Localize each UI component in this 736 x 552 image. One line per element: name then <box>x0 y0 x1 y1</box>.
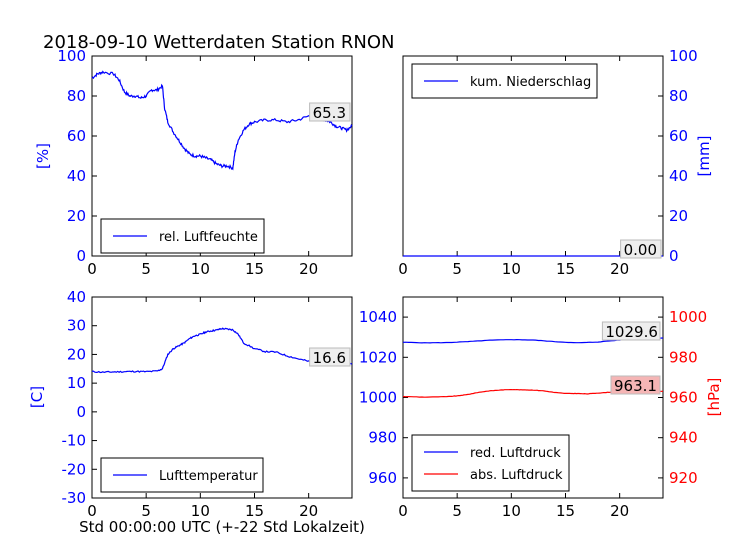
y-tick-label-right: 60 <box>669 127 688 145</box>
legend-entry: rel. Luftfeuchte <box>159 230 258 245</box>
y-tick-label: 0 <box>76 403 86 421</box>
y-tick-label-right: 920 <box>669 469 698 487</box>
y-tick-label-right: 80 <box>669 87 688 105</box>
y-tick-label: 1020 <box>359 348 397 366</box>
legend-entry: red. Luftdruck <box>470 446 561 461</box>
x-tick-label: 20 <box>299 502 318 520</box>
last-value-label-red-pressure: 1029.6 <box>605 323 658 341</box>
legend-entry: Lufttemperatur <box>159 469 258 484</box>
series-line-0 <box>91 327 353 374</box>
humidity-panel: 0 5 10 15 20 0 20 40 60 80 100 [%] rel. Luftfeuchte 6… <box>34 47 353 278</box>
temperature-panel: 0 5 10 15 20 -30 -20 -10 0 10 20 30 40 [C] Lufttempera… <box>28 288 353 520</box>
y-tick-label: 0 <box>76 247 86 265</box>
y-axis-label-right: [hPa] <box>705 378 723 417</box>
y-tick-label-right: 1000 <box>669 308 707 326</box>
last-value-label: 16.6 <box>313 349 346 367</box>
y-tick-label: 30 <box>67 317 86 335</box>
y-tick-label-right: 40 <box>669 167 688 185</box>
last-value-label: 65.3 <box>313 104 346 122</box>
y-tick-label: 40 <box>67 167 86 185</box>
last-value-label-box <box>620 239 662 259</box>
y-tick-label-right: 100 <box>669 47 698 65</box>
x-tick-label: 5 <box>452 260 462 278</box>
y-tick-label: 100 <box>57 47 86 65</box>
y-tick-label: 10 <box>67 374 86 392</box>
legend-entry: abs. Luftdruck <box>470 468 563 483</box>
last-value-label: 0.00 <box>624 241 657 259</box>
y-tick-label-right: 980 <box>669 348 698 366</box>
figure-title: 2018-09-10 Wetterdaten Station RNON <box>43 32 394 53</box>
y-axis-label: [mm] <box>695 136 713 177</box>
last-value-label-abs-pressure-box <box>610 375 661 395</box>
x-tick-label: 20 <box>610 260 629 278</box>
x-tick-label: 15 <box>556 260 575 278</box>
y-tick-label-right: 940 <box>669 429 698 447</box>
x-tick-label: 0 <box>87 260 97 278</box>
x-tick-label: 5 <box>141 260 151 278</box>
x-tick-label: 0 <box>398 502 408 520</box>
y-tick-label: 980 <box>368 429 397 447</box>
y-tick-label-right: 20 <box>669 207 688 225</box>
last-value-label-abs-pressure: 963.1 <box>614 377 657 395</box>
y-tick-label: 20 <box>67 345 86 363</box>
plot-frame <box>91 296 353 499</box>
y-tick-label-right: 0 <box>669 247 679 265</box>
y-tick-label: -10 <box>62 432 87 450</box>
y-tick-label: -20 <box>62 460 87 478</box>
x-tick-label: 15 <box>245 502 264 520</box>
y-axis-label: [C] <box>28 386 46 408</box>
x-tick-label: 0 <box>398 260 408 278</box>
y-tick-label: 1000 <box>359 389 397 407</box>
precipitation-panel: 0 5 10 15 20 0 20 40 60 80 100 [mm] kum. Niederschla… <box>398 47 713 278</box>
x-tick-label: 20 <box>299 260 318 278</box>
x-tick-label: 15 <box>556 502 575 520</box>
last-value-label-red-pressure-box <box>601 321 661 341</box>
x-tick-label: 5 <box>141 502 151 520</box>
x-tick-label: 0 <box>87 502 97 520</box>
last-value-label-box <box>309 102 351 122</box>
y-tick-label: 1040 <box>359 308 397 326</box>
plot-frame <box>91 55 353 257</box>
y-tick-label: -30 <box>62 489 87 507</box>
x-tick-label: 10 <box>191 502 210 520</box>
y-tick-label: 80 <box>67 87 86 105</box>
legend-entry: kum. Niederschlag <box>470 75 591 90</box>
x-tick-label: 20 <box>610 502 629 520</box>
x-tick-label: 10 <box>502 260 521 278</box>
y-tick-label: 20 <box>67 207 86 225</box>
y-tick-label-right: 960 <box>669 389 698 407</box>
last-value-label-box <box>309 347 351 367</box>
x-tick-label: 15 <box>245 260 264 278</box>
x-tick-label: 5 <box>452 502 462 520</box>
y-tick-label: 60 <box>67 127 86 145</box>
pressure-panel: 0 5 10 15 20 960 980 1000 1020 1040 920 940 960 980 10… <box>359 296 723 520</box>
x-tick-label: 10 <box>191 260 210 278</box>
y-axis-label: [%] <box>34 143 52 169</box>
x-tick-label: 10 <box>502 502 521 520</box>
legend-box <box>411 434 570 492</box>
x-axis-label: Std 00:00:00 UTC (+-22 Std Lokalzeit) <box>79 518 365 536</box>
y-tick-label: 40 <box>67 288 86 306</box>
y-tick-label: 960 <box>368 469 397 487</box>
